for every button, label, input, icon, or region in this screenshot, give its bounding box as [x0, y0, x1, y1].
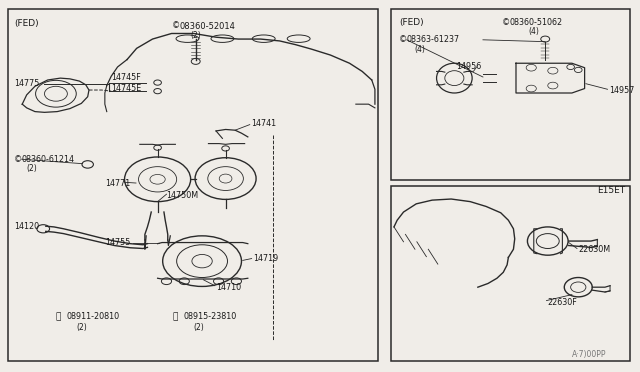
Text: 14755: 14755 — [105, 238, 130, 247]
Ellipse shape — [527, 227, 568, 255]
Ellipse shape — [125, 157, 191, 202]
Text: E15ET: E15ET — [597, 186, 625, 195]
Text: (2): (2) — [76, 323, 86, 332]
Text: Ⓝ: Ⓝ — [56, 312, 61, 321]
Text: 08360-52014: 08360-52014 — [179, 22, 235, 31]
Text: ©: © — [14, 155, 22, 164]
Ellipse shape — [195, 158, 256, 199]
Text: 08360-51062: 08360-51062 — [509, 18, 563, 27]
Ellipse shape — [564, 278, 592, 297]
Text: 22630F: 22630F — [548, 298, 577, 307]
Text: 14745E: 14745E — [111, 84, 141, 93]
Text: ©: © — [172, 22, 180, 31]
Text: 08363-61237: 08363-61237 — [406, 35, 460, 44]
Text: (2): (2) — [27, 164, 37, 173]
Text: (2): (2) — [190, 31, 201, 40]
Text: 14719: 14719 — [253, 254, 278, 263]
Text: 14745F: 14745F — [111, 73, 141, 82]
Text: 14710: 14710 — [216, 283, 241, 292]
Text: 08360-61214: 08360-61214 — [22, 155, 75, 164]
Text: (FED): (FED) — [399, 18, 424, 27]
Text: 14957: 14957 — [609, 86, 634, 94]
Text: A·7)00PP: A·7)00PP — [572, 350, 607, 359]
Text: (4): (4) — [529, 27, 540, 36]
Text: ©: © — [399, 35, 407, 44]
Text: 14956: 14956 — [456, 62, 481, 71]
Text: (2): (2) — [193, 323, 204, 332]
Text: (4): (4) — [414, 45, 425, 54]
Text: 08915-23810: 08915-23810 — [183, 312, 236, 321]
Text: 14750M: 14750M — [166, 191, 198, 200]
Text: 14771: 14771 — [105, 179, 130, 187]
Ellipse shape — [36, 80, 76, 107]
Text: ©: © — [502, 18, 510, 27]
Text: 22630M: 22630M — [579, 245, 611, 254]
Text: (FED): (FED) — [14, 19, 38, 28]
Text: 14120: 14120 — [14, 222, 39, 231]
Ellipse shape — [163, 236, 241, 286]
Text: 08911-20810: 08911-20810 — [66, 312, 119, 321]
Text: Ⓜ: Ⓜ — [173, 312, 178, 321]
Ellipse shape — [436, 63, 472, 93]
Text: 14775: 14775 — [14, 79, 39, 88]
Text: 14741: 14741 — [251, 119, 276, 128]
